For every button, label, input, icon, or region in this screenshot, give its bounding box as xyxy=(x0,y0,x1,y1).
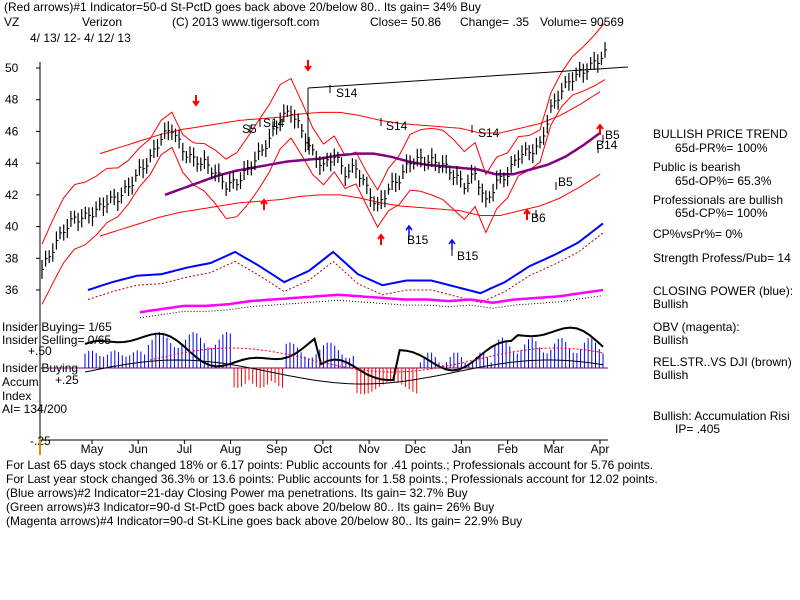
tick-labels: 50 48 46 44 42 40 38 36 May Jun Jul Aug Sep Oct Nov Dec… xyxy=(5,61,609,456)
y-tick-label: 40 xyxy=(5,220,19,234)
obv-status: Bullish xyxy=(653,333,689,347)
accum-ma-line xyxy=(84,359,604,385)
signal-label: S14 xyxy=(336,86,358,100)
signal-label: S14 xyxy=(386,119,408,133)
x-tick-label: Feb xyxy=(497,442,518,456)
relstr-line xyxy=(84,326,604,382)
closing-power-label: CLOSING POWER (blue): xyxy=(653,284,794,298)
red-signal-arrow xyxy=(260,198,268,210)
cpvspr-value: CP%vsPr%= 0% xyxy=(653,227,743,241)
indicator-title-magenta: (Magenta arrows)#4 Indicator=90-d St-KLi… xyxy=(6,514,523,528)
relstr-status: Bullish xyxy=(653,368,689,382)
change-value: Change= .35 xyxy=(460,15,530,29)
signal-label: B15 xyxy=(407,233,429,247)
x-tick-label: Jul xyxy=(177,442,192,456)
insider-selling-count: Insider Selling= 0/65 xyxy=(2,333,112,347)
upper-band xyxy=(41,22,606,245)
public-bearish: Public is bearish xyxy=(653,160,741,174)
y-tick-label: 38 xyxy=(5,251,19,265)
signal-label: B6 xyxy=(531,211,546,225)
price-bars xyxy=(41,42,607,279)
insider-buying-count: Insider Buying= 1/65 xyxy=(2,320,112,334)
red-signal-arrow xyxy=(192,95,200,107)
relstr-label: REL.STR..VS DJI (brown) xyxy=(653,355,792,369)
accum-label: Accum xyxy=(2,375,39,389)
red-signal-arrow xyxy=(523,208,531,220)
x-tick-label: Apr xyxy=(591,442,610,456)
indicator-title-blue: (Blue arrows)#2 Indicator=21-day Closing… xyxy=(6,486,468,500)
obv-line xyxy=(139,288,604,314)
prof-bullish: Professionals are bullish xyxy=(653,193,784,207)
index-label: Index xyxy=(2,389,32,403)
red-signal-arrow xyxy=(596,123,604,135)
signal-label: B15 xyxy=(457,249,479,263)
red-signal-arrow xyxy=(304,60,312,72)
resistance-trendline xyxy=(307,66,629,89)
company-name: Verizon xyxy=(82,15,123,29)
moving-average xyxy=(164,131,601,197)
close-value: Close= 50.86 xyxy=(370,15,442,29)
x-tick-label: Sep xyxy=(266,442,288,456)
x-tick-label: Jan xyxy=(452,442,471,456)
lower-ma-band xyxy=(99,173,601,237)
blue-signal-arrow xyxy=(405,224,413,236)
ticker: VZ xyxy=(4,15,20,29)
bollinger-bands xyxy=(41,22,606,305)
ip-value: IP= .405 xyxy=(675,422,721,436)
lower-band xyxy=(41,79,606,305)
accum-ma-dotted xyxy=(149,347,604,373)
closing-power-line xyxy=(87,222,604,295)
x-tick-label: Mar xyxy=(543,442,564,456)
accumulation-histogram xyxy=(84,326,604,395)
x-tick-label: Jun xyxy=(129,442,148,456)
y-tick-label: 42 xyxy=(5,188,19,202)
footer-65day: For Last 65 days stock changed 18% or 6.… xyxy=(6,458,654,472)
accum-status: Bullish: Accumulation Risi xyxy=(653,409,790,423)
y-tick-label: 46 xyxy=(5,124,19,138)
signal-label: B5 xyxy=(558,175,573,189)
signal-label: B14 xyxy=(596,138,618,152)
strength-value: Strength Profess/Pub= 14 xyxy=(653,251,791,265)
indicator-title-green: (Green arrows)#3 Indicator=90-d St-PctD … xyxy=(6,500,495,514)
y-tick-label: 36 xyxy=(5,283,19,297)
cp-value: 65d-CP%= 100% xyxy=(675,206,768,220)
y-tick-label: 44 xyxy=(5,156,19,170)
x-tick-label: Oct xyxy=(314,442,333,456)
y-tick-label: 48 xyxy=(5,93,19,107)
axes xyxy=(36,62,608,455)
y-tick-label: 50 xyxy=(5,61,19,75)
x-tick-label: Dec xyxy=(405,442,426,456)
bullish-trend: BULLISH PRICE TREND xyxy=(653,127,788,141)
obv-ma xyxy=(139,295,604,319)
x-tick-label: Aug xyxy=(220,442,241,456)
copyright: (C) 2013 www.tigersoft.com xyxy=(172,15,320,29)
closing-power-status: Bullish xyxy=(653,297,689,311)
upper-ma-band xyxy=(99,91,601,155)
ai-value: AI= 134/200 xyxy=(2,402,68,416)
op-value: 65d-OP%= 65.3% xyxy=(675,174,772,188)
signal-label: S14 xyxy=(263,116,285,130)
plus25-label: +.25 xyxy=(55,373,79,387)
series-lines xyxy=(87,66,629,319)
red-signal-arrow xyxy=(377,233,385,245)
x-tick-label: Nov xyxy=(358,442,379,456)
closing-power-ma xyxy=(87,232,604,304)
signal-label: B5 xyxy=(605,128,620,142)
signal-label: S5 xyxy=(242,122,257,136)
pr-value: 65d-PR%= 100% xyxy=(675,141,768,155)
indicator-title-red: (Red arrows)#1 Indicator=50-d St-PctD go… xyxy=(4,0,481,14)
x-tick-label: May xyxy=(81,442,104,456)
footer-year: For Last year stock changed 36.3% or 13.… xyxy=(6,472,658,486)
blue-signal-arrow xyxy=(448,238,456,250)
signal-label: S14 xyxy=(478,126,500,140)
obv-label: OBV (magenta): xyxy=(653,320,740,334)
date-range: 4/ 13/ 12- 4/ 12/ 13 xyxy=(30,31,131,45)
